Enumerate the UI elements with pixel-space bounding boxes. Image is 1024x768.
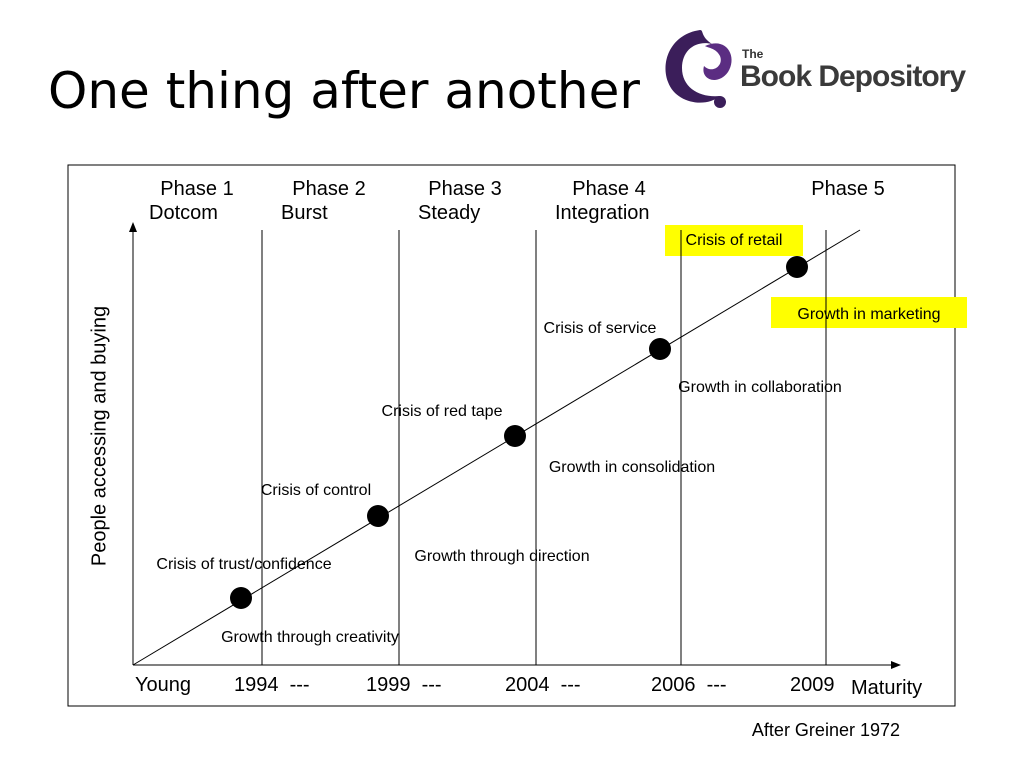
x-label: 1994 --- [234,674,310,696]
highlight-box [771,297,967,328]
logo-name: Book Depository [740,60,966,93]
phase-name: Phase 5 [811,178,884,200]
x-label: Young [135,674,191,696]
growth-label: Growth in marketing [797,306,940,323]
phase-label: Integration [555,202,650,224]
stage-dot [504,425,526,447]
diagram-frame [67,164,956,707]
y-axis-label: People accessing and buying [88,306,110,566]
growth-label: Growth through direction [414,548,589,565]
phase-label: Steady [418,202,480,224]
y-arrow [129,222,137,232]
growth-label: Growth through creativity [221,629,399,646]
phase-label: Burst [281,202,328,224]
x-arrow [891,661,901,669]
crisis-label: Crisis of red tape [382,403,503,420]
phase-name: Phase 1 [160,178,233,200]
x-label: 2009 [790,674,835,696]
growth-label: Growth in consolidation [549,459,715,476]
stage-dot [230,587,252,609]
phase-name: Phase 4 [572,178,645,200]
x-axis-label: Maturity [851,677,922,699]
stage-dot [786,256,808,278]
highlight-box [665,225,803,256]
x-label: 2006 --- [651,674,727,696]
crisis-label: Crisis of control [261,482,371,499]
source: After Greiner 1972 [752,720,900,740]
x-label: 1999 --- [366,674,442,696]
phase-label: Dotcom [149,202,218,224]
growth-label: Growth in collaboration [678,379,842,396]
phase-name: Phase 2 [292,178,365,200]
slide-title: One thing after another [48,62,640,120]
phase-name: Phase 3 [428,178,501,200]
x-label: 2004 --- [505,674,581,696]
stage-dot [649,338,671,360]
logo: The Book Depository [665,30,967,108]
crisis-label: Crisis of trust/confidence [156,556,331,573]
crisis-label: Crisis of service [544,320,657,337]
diagram [129,222,901,669]
growth-line [132,229,861,666]
crisis-label: Crisis of retail [686,232,783,249]
stage-dot [367,505,389,527]
logo-small: The [742,47,764,61]
